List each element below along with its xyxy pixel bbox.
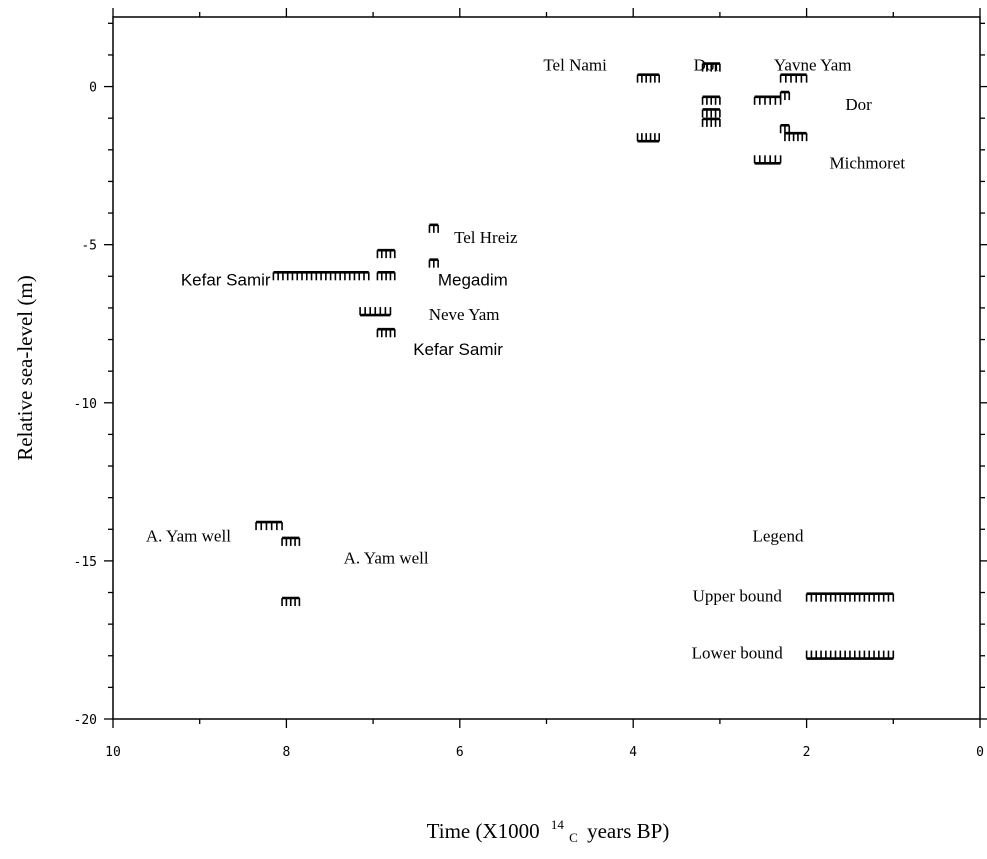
- x-tick-label: 6: [456, 745, 464, 760]
- upper-bound-mark: [376, 248, 396, 259]
- upper-bound-mark: [376, 270, 396, 281]
- x-tick-label: 0: [976, 745, 984, 760]
- y-tick-label: -15: [74, 555, 97, 570]
- upper-bound-mark: [281, 536, 301, 546]
- upper-bound-mark: [701, 117, 721, 127]
- lower-bound-mark: [636, 133, 661, 143]
- site-label: Kefar Samir: [413, 340, 503, 359]
- site-label: Kefar Samir: [181, 270, 271, 289]
- y-tick-label: -20: [74, 713, 97, 728]
- upper-bound-mark: [376, 327, 396, 338]
- legend-label: Lower bound: [692, 644, 784, 663]
- site-label: A. Yam well: [146, 527, 231, 546]
- x-axis-title: Time (X1000 14 C years BP): [427, 810, 670, 847]
- lower-bound-mark: [753, 155, 782, 165]
- legend-swatch: [805, 592, 895, 602]
- x-axis-title-sup: 14: [551, 817, 565, 832]
- legend-swatch: [805, 650, 895, 660]
- site-label: Michmoret: [830, 153, 906, 172]
- site-label: A. Yam well: [344, 549, 429, 568]
- site-label: Dor: [694, 55, 721, 74]
- legend-title: Legend: [752, 527, 803, 546]
- x-tick-label: 2: [803, 745, 811, 760]
- x-axis-title-sub: C: [569, 830, 578, 845]
- x-tick-label: 4: [629, 745, 637, 760]
- y-tick-label: 0: [89, 81, 97, 96]
- upper-bound-mark: [272, 270, 370, 281]
- upper-bound-mark: [701, 108, 721, 118]
- site-label: Tel Nami: [543, 55, 607, 74]
- upper-bound-mark: [779, 73, 808, 83]
- site-label: Neve Yam: [429, 305, 500, 324]
- upper-bound-mark: [701, 95, 721, 105]
- plot-frame: [112, 16, 981, 720]
- x-tick-label: 10: [105, 745, 121, 760]
- y-tick-label: -10: [74, 397, 97, 412]
- legend: Legend Upper bound Lower bound: [692, 527, 895, 663]
- upper-bound-mark: [428, 223, 439, 233]
- site-annotations: Tel Nami Dor Yavne Yam Dor Michmoret Tel Hrei…: [146, 55, 905, 567]
- site-label: Dor: [845, 95, 872, 114]
- upper-bound-mark: [636, 73, 661, 83]
- x-axis-title-tail: years BP): [587, 819, 669, 843]
- upper-bound-mark: [784, 131, 808, 142]
- site-label: Tel Hreiz: [454, 228, 518, 247]
- upper-bound-mark: [779, 90, 791, 101]
- upper-bound-mark: [753, 95, 782, 105]
- axis-ticks: [104, 8, 987, 728]
- legend-label: Upper bound: [693, 587, 783, 606]
- upper-bound-mark: [281, 596, 301, 606]
- upper-bound-mark: [255, 520, 283, 531]
- axis-tick-labels: 10 8 6 4 2 0 0 -5 -10 -15 -20: [74, 81, 984, 760]
- y-axis-title: Relative sea-level (m): [13, 275, 37, 460]
- x-tick-label: 8: [282, 745, 290, 760]
- site-label: Yavne Yam: [774, 55, 852, 74]
- x-axis-title-main: Time (X1000: [427, 819, 540, 843]
- data-marks: [255, 62, 808, 606]
- y-tick-label: -5: [81, 239, 97, 254]
- upper-bound-mark: [428, 258, 439, 268]
- lower-bound-mark: [359, 307, 392, 317]
- site-label: Megadim: [438, 270, 508, 289]
- upper-bound-mark: [701, 62, 721, 72]
